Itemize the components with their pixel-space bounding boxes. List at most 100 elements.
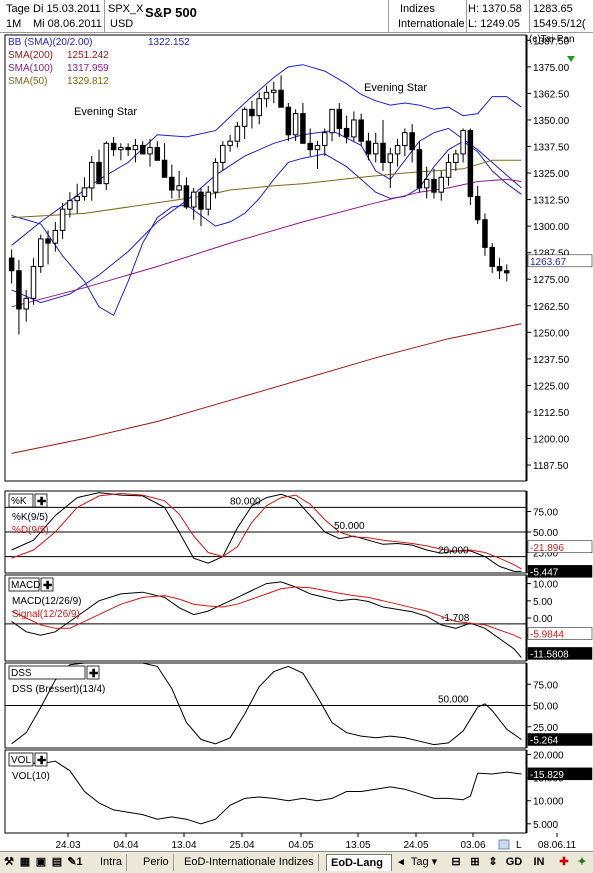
candle-up — [241, 108, 248, 127]
macd-signal-value-box — [527, 627, 593, 640]
price-tick-label: 1375.00 — [533, 63, 570, 74]
candle-up — [52, 229, 59, 244]
price-legend-name: SMA(200) — [8, 50, 53, 61]
price-last-value-box — [527, 254, 593, 268]
settings-icon[interactable]: ✦ — [577, 856, 587, 868]
candle-up — [460, 130, 466, 155]
pen-one-icon[interactable]: ✎1 — [67, 856, 83, 868]
candle-down — [504, 270, 510, 274]
candle-down — [409, 132, 415, 151]
page-icon[interactable]: ▤ — [51, 856, 63, 868]
scale-icon[interactable]: ⇕ — [488, 856, 498, 868]
candle-down — [96, 161, 102, 185]
price-legend-name: SMA(100) — [8, 63, 53, 74]
candle-up — [227, 140, 233, 146]
new-window-icon[interactable]: ▣ — [35, 856, 47, 868]
symbol-code: SPX_X — [108, 3, 144, 15]
stoch-legend-1: %D(9/5) — [12, 525, 49, 536]
dss-add-icon: ✚ — [89, 668, 98, 680]
vol-title: VOL — [11, 755, 31, 766]
x-tick-label: 13.05 — [345, 840, 370, 851]
grid-icon[interactable]: ▦ — [19, 856, 31, 868]
macd-title: MACD — [11, 580, 40, 591]
low-price: L: 1249.05 — [468, 18, 520, 30]
hammer-icon[interactable]: ⚒ — [4, 856, 14, 868]
signal-icon[interactable]: ✚ — [559, 856, 569, 868]
instrument-name: S&P 500 — [145, 5, 197, 20]
tab-intra[interactable]: Intra — [96, 854, 128, 871]
stoch-level-label: 50.000 — [334, 521, 365, 532]
tab-perio[interactable]: Perio — [139, 854, 174, 871]
macd-legend-0: MACD(12/26/9) — [12, 596, 81, 607]
price-tick-label: 1325.00 — [533, 169, 570, 180]
candle-up — [205, 191, 212, 210]
candle-down — [482, 219, 488, 248]
price-legend-value: 1322.152 — [148, 37, 190, 48]
x-tick-label: 24.05 — [403, 840, 428, 851]
candle-up — [81, 187, 88, 197]
price-tick-label: 1250.00 — [533, 328, 570, 339]
vol-value-box — [527, 767, 593, 781]
candle-up — [321, 132, 328, 146]
group-label: Indizes — [400, 3, 435, 15]
macd-value: -11.5808 — [530, 649, 569, 660]
last-price: 1283.65 — [533, 3, 573, 15]
macd-add-box — [40, 577, 54, 592]
vol-value: -15.829 — [530, 770, 564, 781]
vol-series-0 — [11, 760, 522, 825]
x-tick-label: 03.06 — [460, 840, 485, 851]
x-tick-label: 13.04 — [171, 840, 196, 851]
annotation-evening-star-2: Evening Star — [364, 82, 427, 94]
dss-tick-label: 50.00 — [533, 702, 558, 713]
price-tick-label: 1212.50 — [533, 408, 570, 419]
candle-down — [380, 142, 386, 163]
price-tick-label: 1350.00 — [533, 116, 570, 127]
green-marker — [567, 56, 575, 62]
scale-icon — [498, 839, 510, 850]
dss-legend-0: DSS (Bressert)(13/4) — [12, 684, 105, 695]
candle-up — [220, 144, 226, 163]
in-button[interactable]: IN — [533, 856, 545, 868]
price-tick-label: 1337.50 — [533, 143, 570, 154]
candle-up — [190, 191, 197, 208]
x-tick-label: 04.05 — [288, 840, 313, 851]
candle-up — [445, 161, 452, 178]
candle-down — [307, 142, 313, 151]
candle-up — [453, 153, 459, 163]
zoom-in-icon[interactable]: ⊞ — [470, 856, 480, 868]
currency: USD — [110, 18, 134, 30]
start-date: Di 15.03.2011 — [33, 3, 101, 15]
stoch-level-label: 80.000 — [230, 496, 261, 507]
candle-down — [489, 246, 495, 267]
end-date: Mi 08.06.2011 — [33, 18, 102, 30]
stoch-level-label: 20.000 — [438, 546, 469, 557]
price-tick-label: 1312.50 — [533, 196, 570, 207]
candle-down — [125, 147, 131, 151]
zoom-out-icon[interactable]: ⊟ — [451, 856, 461, 868]
gd-button[interactable]: GD — [505, 856, 523, 868]
candle-up — [234, 125, 241, 142]
price-tick-label: 1300.00 — [533, 222, 570, 233]
vol-tick-label: 10.000 — [533, 797, 564, 808]
timeframe-select[interactable]: Tag ▾ — [410, 856, 438, 868]
candle-down — [300, 113, 306, 144]
macd-legend-1: Signal(12/26/9) — [12, 609, 80, 620]
stoch-series-0 — [11, 492, 522, 572]
macd-tick-label: 0.00 — [533, 614, 553, 625]
tab-eod-lang[interactable]: EoD-Lang — [326, 854, 392, 871]
stoch-k-value: -5.447 — [530, 567, 559, 578]
stoch-add-icon: ✚ — [37, 496, 46, 508]
candle-up — [394, 144, 401, 155]
stoch-d-value-box — [527, 540, 593, 554]
tab-eod-internationale-indizes[interactable]: EoD-Internationale Indizes — [180, 854, 319, 871]
sma100-line — [11, 178, 522, 308]
candle-down — [278, 89, 284, 108]
sma50-line — [11, 159, 522, 219]
macd-series-1 — [11, 586, 522, 640]
panel-frame-macd — [4, 574, 527, 662]
candle-down — [467, 130, 474, 197]
scroll-left-icon[interactable]: ◂ — [398, 856, 404, 868]
candle-up — [30, 265, 37, 299]
candle-up — [132, 144, 139, 151]
